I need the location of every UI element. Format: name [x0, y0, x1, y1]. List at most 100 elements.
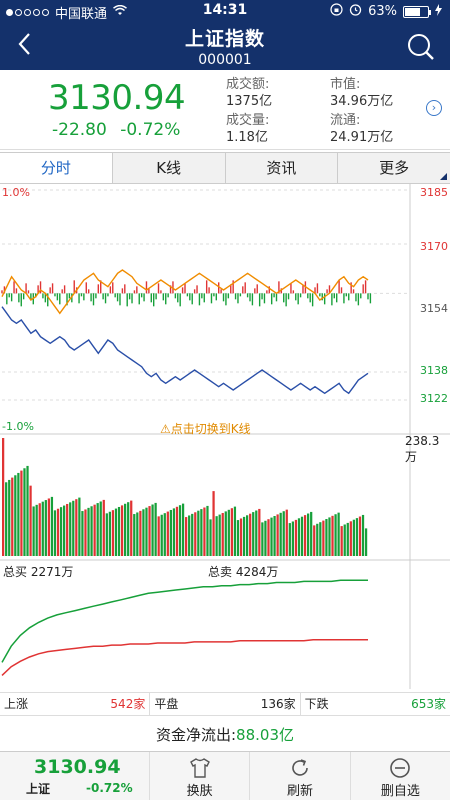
tab-kline[interactable]: K线 [113, 153, 226, 183]
volume-bar [221, 512, 224, 556]
up-label: 上涨 [4, 697, 29, 711]
signal-strength-icon [6, 9, 49, 16]
volume-bar [227, 509, 230, 556]
volume-bar [111, 510, 115, 556]
index-name: 上证指数 [184, 28, 265, 50]
volume-bar [38, 503, 41, 556]
expand-quote-button[interactable]: › [426, 100, 442, 116]
turnover-value: 1375亿 [226, 94, 273, 109]
volume-bar [87, 507, 90, 556]
total-buy: 总买 2271万 [3, 563, 73, 580]
volume-bar [17, 472, 20, 556]
volume-bar [99, 501, 102, 556]
average-price-line [1, 269, 369, 315]
volume-bar [136, 512, 139, 556]
volume-bar [334, 514, 337, 556]
total-sell-label: 总卖 [208, 565, 233, 579]
volume-bar [160, 514, 163, 556]
volume-bar [120, 505, 124, 556]
volume-bar [23, 468, 26, 556]
turnover-label: 成交额: [226, 77, 270, 92]
volume-bar [358, 516, 362, 556]
volume-bar [233, 506, 237, 556]
volume-bar [279, 512, 282, 556]
alarm-icon [349, 3, 362, 20]
volume-bar [242, 516, 246, 556]
search-button[interactable] [406, 32, 436, 62]
change-skin-button[interactable]: 换肤 [150, 752, 251, 800]
intraday-chart[interactable]: 1.0% -1.0% 3185 3170 3154 3138 3122 ⚠点击切… [0, 184, 450, 692]
volume-bar [322, 520, 325, 556]
refresh-button[interactable]: 刷新 [250, 752, 351, 800]
y-tick-3: 3138 [420, 364, 448, 377]
volume-bar [181, 503, 185, 556]
market-breadth: 上涨 542家 平盘 136家 下跌 653家 [0, 692, 450, 716]
page-title: 上证指数 000001 [100, 24, 350, 68]
volume-bar [157, 516, 160, 556]
index-price-line [1, 306, 369, 395]
y-tick-2: 3154 [420, 302, 448, 315]
up-count-cell: 上涨 542家 [0, 693, 151, 715]
volume-bar [139, 510, 142, 556]
volume-bar [191, 513, 194, 556]
volume-bar [270, 517, 273, 556]
back-button[interactable] [14, 30, 44, 64]
volume-label: 成交量: [226, 113, 270, 128]
volume-bar [267, 519, 270, 556]
tab-intraday[interactable]: 分时 [0, 153, 113, 183]
volume-bar [8, 479, 11, 556]
volume-bar [78, 497, 81, 556]
float-cap-value: 24.91万亿 [330, 130, 394, 145]
volume-max-label: 238.3万 [405, 434, 440, 464]
tab-news[interactable]: 资讯 [226, 153, 339, 183]
pct-bottom-label: -1.0% [2, 420, 34, 433]
volume-bar [206, 505, 209, 556]
bottom-quote: 3130.94 上证 -0.72% [0, 752, 150, 800]
volume-bar [349, 521, 352, 556]
y-tick-0: 3185 [420, 186, 448, 199]
down-count: 653家 [411, 697, 446, 711]
remove-watchlist-button[interactable]: 删自选 [351, 752, 450, 800]
battery-icon [403, 5, 431, 18]
fund-flow-amount: 88.03亿 [236, 726, 294, 744]
volume-bar [294, 519, 298, 556]
volume-bar [145, 507, 148, 556]
volume-bar [261, 522, 264, 556]
volume-bar [307, 513, 310, 556]
carrier-name: 中国联通 [55, 7, 108, 22]
volume-bar [297, 518, 301, 556]
volume-bar [29, 485, 32, 556]
volume-bar [151, 504, 154, 556]
down-label: 下跌 [304, 697, 329, 711]
volume-bar [124, 503, 127, 556]
down-count-cell: 下跌 653家 [301, 693, 450, 715]
refresh-label: 刷新 [286, 784, 313, 799]
tab-intraday-label: 分时 [40, 159, 71, 177]
volume-bar [75, 499, 78, 556]
volume-bar [282, 511, 285, 556]
volume-bar [63, 505, 66, 556]
volume-bar [264, 520, 267, 556]
tab-more[interactable]: 更多 [338, 153, 450, 183]
volume-bar [133, 514, 136, 556]
volume-value: 1.18亿 [226, 130, 268, 145]
volume-bar [355, 518, 359, 556]
switch-to-kline-hint[interactable]: ⚠点击切换到K线 [160, 422, 251, 436]
volume-bar [127, 502, 130, 556]
y-tick-4: 3122 [420, 392, 448, 405]
volume-bar [236, 520, 240, 556]
tshirt-icon [189, 758, 210, 778]
volume-bar [169, 509, 172, 556]
volume-bar [175, 506, 179, 556]
volume-bar [166, 511, 169, 556]
volume-bar [291, 521, 294, 556]
total-buy-value: 2271万 [30, 565, 74, 579]
volume-bar [185, 517, 188, 556]
volume-bar [59, 507, 63, 556]
volume-bar [35, 504, 38, 556]
market-cap-stat: 市值: 34.96万亿 [330, 76, 393, 110]
volume-bar [310, 511, 313, 556]
market-cap-label: 市值: [330, 77, 361, 92]
tab-bar: 分时 K线 资讯 更多 [0, 152, 450, 184]
change-skin-label: 换肤 [186, 784, 213, 799]
